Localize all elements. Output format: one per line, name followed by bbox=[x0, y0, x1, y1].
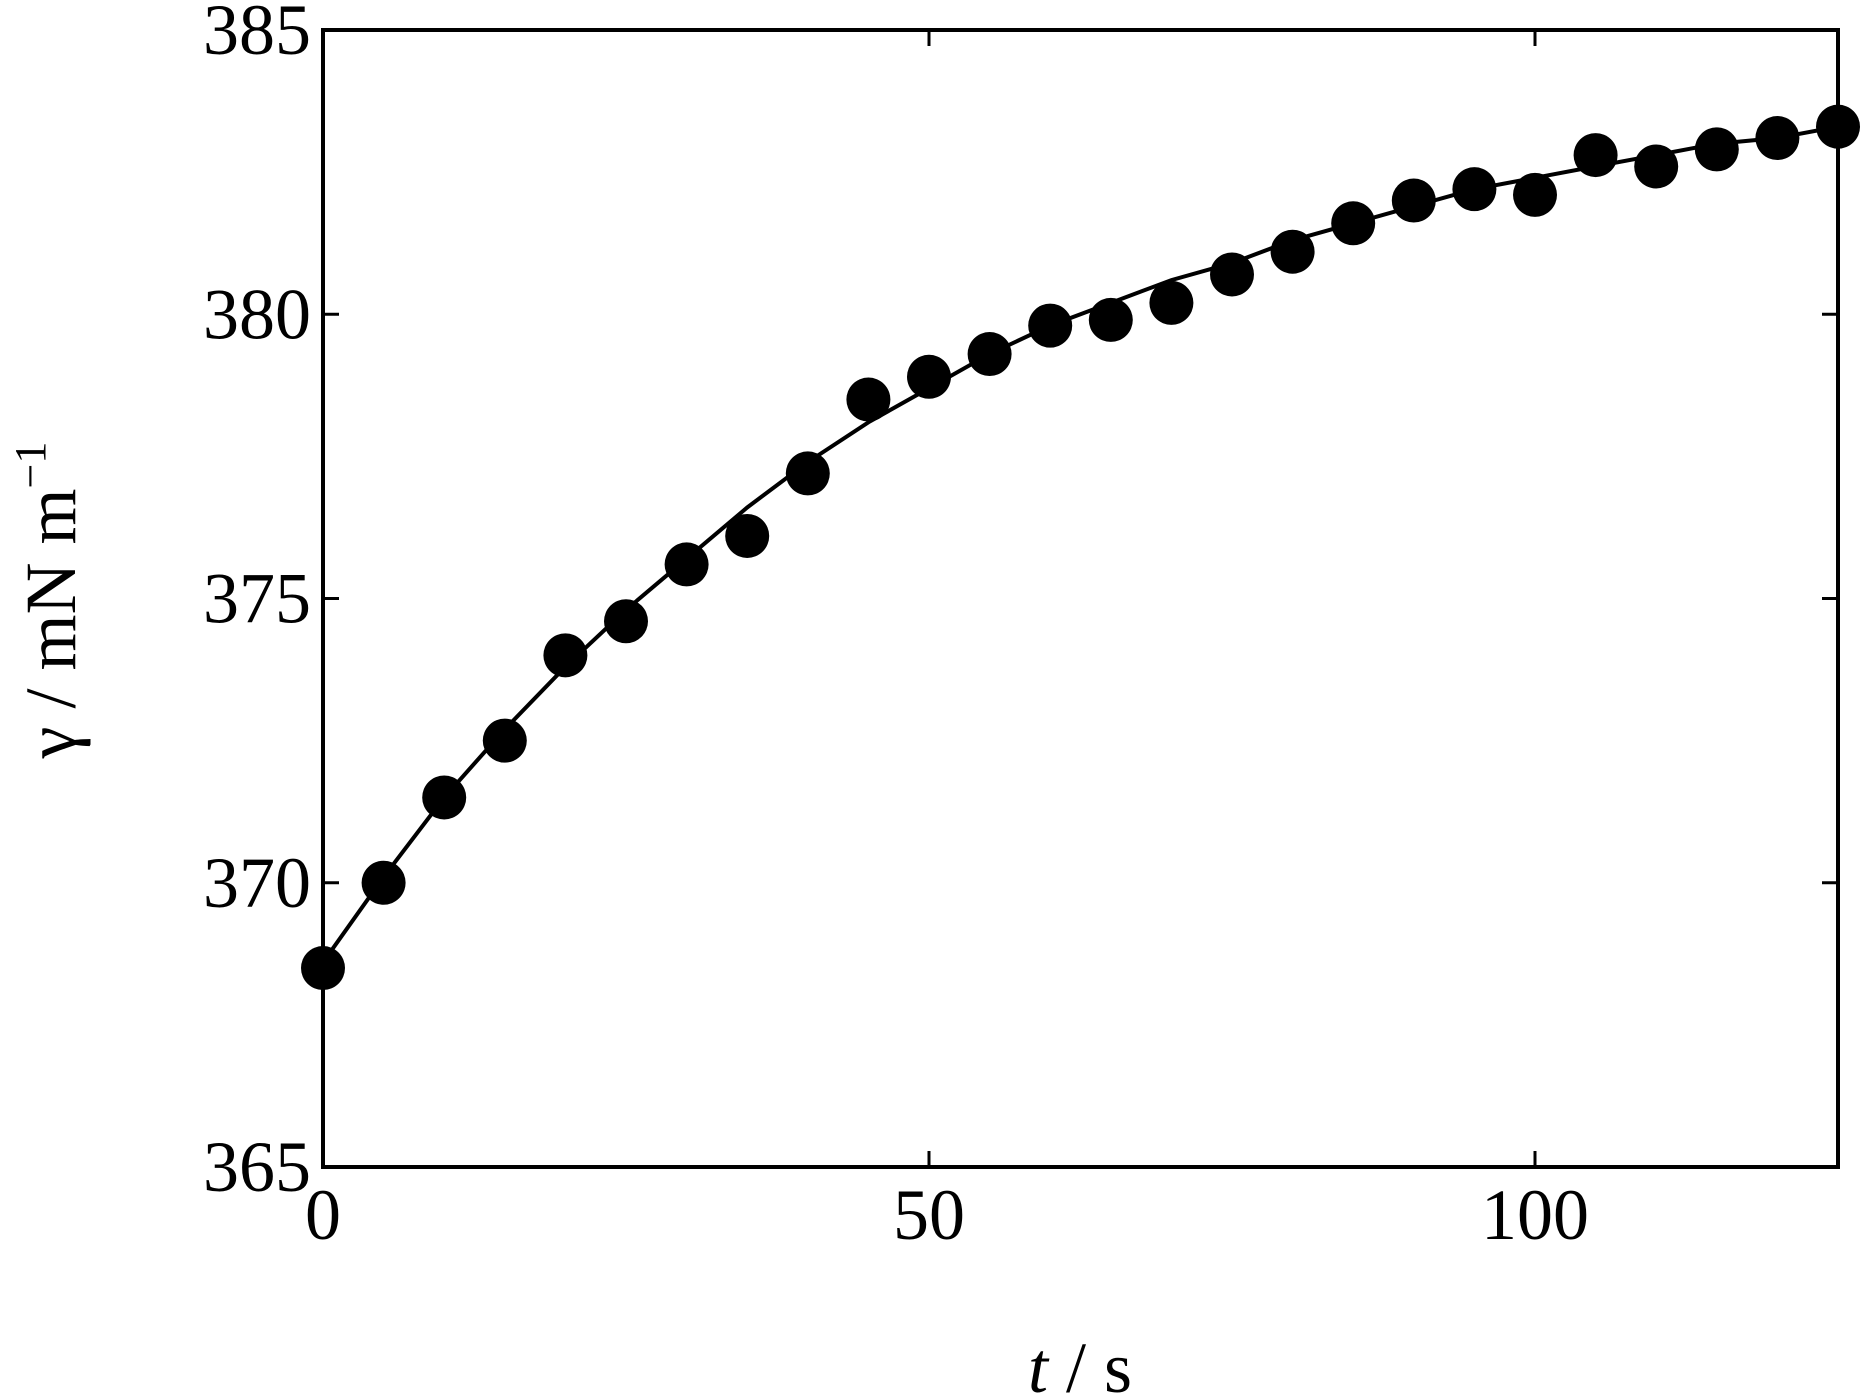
data-point bbox=[361, 860, 406, 905]
data-point bbox=[785, 451, 830, 496]
x-axis-label: t / s bbox=[1028, 1328, 1132, 1399]
y-tick-label: 380 bbox=[203, 274, 311, 354]
axis-ticks bbox=[321, 28, 1838, 1169]
data-point bbox=[482, 718, 527, 763]
data-point bbox=[1391, 178, 1436, 223]
data-point bbox=[1028, 303, 1073, 348]
data-point bbox=[1331, 201, 1376, 246]
y-axis-label: γ / mN m−1 bbox=[6, 442, 91, 760]
y-tick-label: 375 bbox=[203, 559, 311, 639]
data-point bbox=[664, 542, 709, 587]
data-point bbox=[1088, 297, 1133, 342]
data-point bbox=[907, 354, 951, 399]
x-tick-label: 50 bbox=[893, 1175, 965, 1255]
data-point bbox=[543, 633, 588, 678]
data-point bbox=[422, 775, 467, 820]
data-point bbox=[1452, 167, 1497, 212]
data-point bbox=[1573, 133, 1618, 178]
data-point bbox=[1694, 127, 1739, 172]
y-axis-label-sup: −1 bbox=[6, 442, 55, 489]
x-tick-label: 100 bbox=[1481, 1175, 1589, 1255]
data-point bbox=[725, 513, 770, 558]
x-tick-label: 0 bbox=[305, 1175, 341, 1255]
plot-frame bbox=[321, 28, 1840, 1169]
fit-curve bbox=[321, 124, 1839, 964]
tick-labels: 0 50 100 365 370 375 380 385 bbox=[203, 0, 1589, 1255]
data-point bbox=[301, 946, 345, 991]
data-point bbox=[967, 332, 1012, 377]
data-point bbox=[1634, 144, 1679, 189]
data-point bbox=[846, 377, 891, 422]
y-tick-label: 370 bbox=[203, 843, 311, 923]
y-tick-label: 365 bbox=[203, 1127, 311, 1207]
data-markers bbox=[301, 104, 1860, 991]
data-point bbox=[1513, 172, 1557, 217]
y-axis-label-main: γ / mN m bbox=[11, 489, 91, 760]
data-point bbox=[1816, 104, 1860, 149]
x-axis-label-var: t bbox=[1028, 1328, 1050, 1399]
data-point bbox=[1270, 229, 1315, 274]
data-point bbox=[1149, 280, 1194, 325]
data-point bbox=[604, 599, 648, 644]
data-point bbox=[1755, 116, 1800, 161]
y-tick-label: 385 bbox=[203, 0, 311, 70]
x-axis-label-unit: / s bbox=[1048, 1328, 1132, 1399]
data-point bbox=[1210, 252, 1254, 297]
